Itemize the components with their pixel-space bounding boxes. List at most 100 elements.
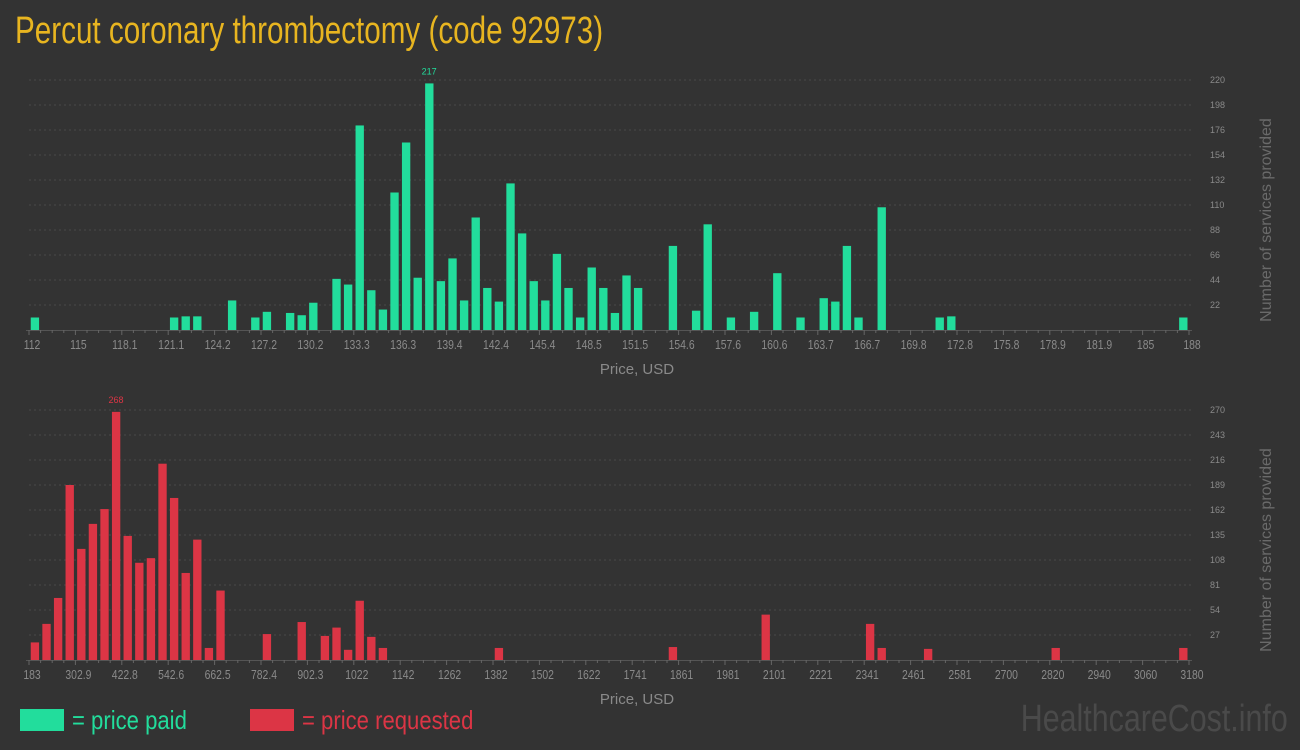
y-tick-label: 162 [1210,505,1225,515]
histogram-bar [494,301,504,330]
histogram-bar [610,312,620,330]
x-tick-label: 112 [24,338,41,352]
histogram-bar [158,463,167,660]
histogram-bar [355,600,364,660]
peak-value-label: 217 [422,66,437,76]
x-tick-label: 163.7 [808,338,834,352]
y-tick-label: 88 [1210,225,1220,235]
x-tick-label: 1622 [577,668,600,682]
histogram-bar [471,217,480,330]
x-tick-label: 175.8 [993,338,1019,352]
x-tick-label: 1022 [345,668,368,682]
y-tick-label: 44 [1210,275,1220,285]
histogram-bar [668,647,678,660]
x-tick-label: 127.2 [251,338,277,352]
x-tick-label: 2940 [1088,668,1112,682]
histogram-bar [575,317,585,330]
x-tick-label: 181.9 [1086,338,1112,352]
histogram-bar [668,245,678,330]
histogram-bar [297,315,306,330]
x-tick-label: 133.3 [344,338,370,352]
x-tick-label: 3060 [1134,668,1158,682]
histogram-bar [935,317,944,330]
x-tick-label: 130.2 [297,338,323,352]
histogram-bar [842,245,852,330]
y-tick-label: 243 [1210,430,1225,440]
histogram-bar [413,277,422,330]
histogram-bar [564,287,573,330]
x-tick-label: 3180 [1180,668,1204,682]
histogram-bar [262,634,272,660]
histogram-bar [146,558,156,660]
x-tick-label: 2581 [948,668,971,682]
histogram-bar [854,317,863,330]
x-tick-label: 902.3 [297,668,323,682]
x-tick-label: 1741 [624,668,647,682]
histogram-bar [761,614,770,660]
histogram-bar [100,509,109,660]
histogram-bar [587,267,596,330]
x-tick-label: 188 [1183,338,1201,352]
x-tick-label: 1861 [670,668,693,682]
histogram-bar [425,83,434,330]
histogram-bar [193,316,202,330]
x-tick-label: 142.4 [483,338,509,352]
histogram-bar [30,642,40,660]
x-tick-label: 148.5 [576,338,602,352]
histogram-bar [169,317,179,330]
x-tick-label: 2700 [995,668,1019,682]
x-tick-label: 2101 [763,668,786,682]
y-tick-label: 81 [1210,580,1220,590]
histogram-bar [88,523,98,660]
histogram-bar [494,647,504,660]
x-tick-label: 2341 [856,668,879,682]
histogram-bar [378,647,388,660]
histogram-bar [367,290,376,330]
x-tick-label: 185 [1137,338,1155,352]
histogram-bar [343,284,353,330]
x-tick-label: 124.2 [205,338,231,352]
page-title: Percut coronary thrombectomy (code 92973… [15,10,604,52]
x-tick-label: 160.6 [761,338,787,352]
x-tick-label: 662.5 [205,668,231,682]
x-tick-label: 782.4 [251,668,277,682]
y-tick-label: 135 [1210,530,1225,540]
x-tick-label: 2820 [1041,668,1065,682]
histogram-bar [773,273,782,330]
histogram-bar [320,635,330,660]
histogram-bar [796,317,805,330]
x-axis-title: Price, USD [600,691,674,708]
y-tick-label: 110 [1210,200,1224,210]
histogram-bar [448,258,457,330]
histogram-bar [517,233,527,330]
y-tick-label: 66 [1210,250,1220,260]
histogram-bar [378,309,388,330]
histogram-bar [297,622,306,660]
y-tick-label: 154 [1210,150,1225,160]
histogram-bar [552,253,562,330]
x-tick-label: 302.9 [65,668,91,682]
y-tick-label: 270 [1210,405,1225,415]
x-axis-title: Price, USD [600,361,674,378]
histogram-bar [169,497,179,660]
histogram-bar [65,485,74,660]
histogram-bar [181,572,190,660]
legend-price-requested: = price requested [250,705,504,735]
x-tick-label: 151.5 [622,338,648,352]
histogram-bar [541,300,550,330]
histogram-bar [204,647,214,660]
histogram-bar [309,302,318,330]
histogram-bar [865,623,875,660]
x-tick-label: 1142 [392,668,414,682]
histogram-bar [30,317,40,330]
histogram-bar [923,648,933,660]
legend-label-requested: = price requested [302,704,474,735]
x-tick-label: 166.7 [854,338,880,352]
histogram-bar [53,597,63,660]
histogram-bar [332,627,341,660]
histogram-bar [401,142,411,330]
histogram-bar [1051,647,1060,660]
histogram-bar [622,275,631,330]
histogram-bar [367,636,376,660]
